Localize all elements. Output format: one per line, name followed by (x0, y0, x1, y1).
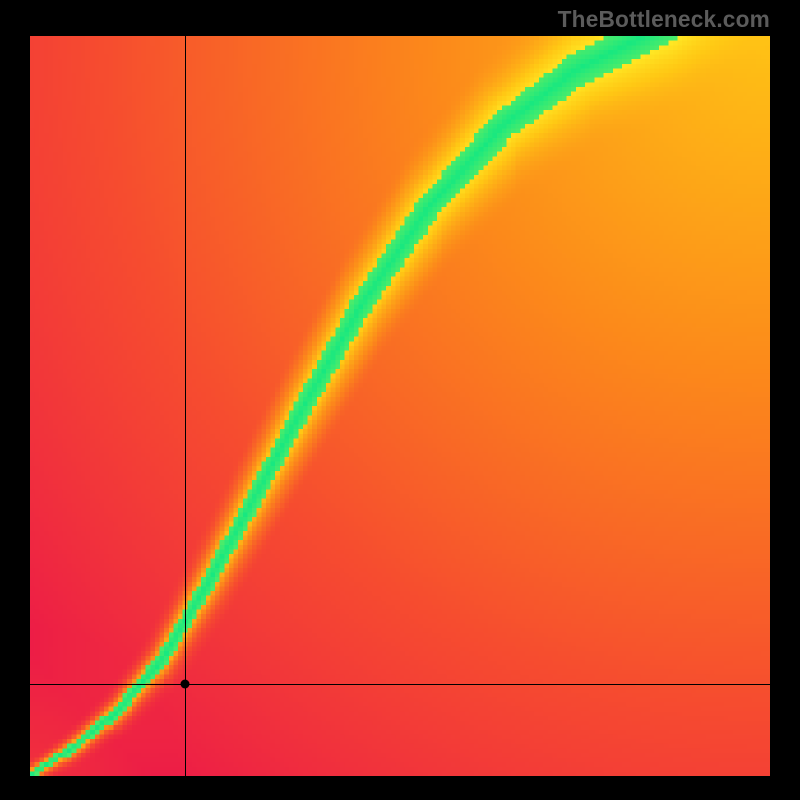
crosshair-horizontal (30, 684, 770, 685)
highlight-marker (181, 679, 190, 688)
chart-container: TheBottleneck.com (0, 0, 800, 800)
plot-area (30, 36, 770, 776)
attribution-text: TheBottleneck.com (558, 6, 770, 33)
heatmap-canvas (30, 36, 770, 776)
crosshair-vertical (185, 36, 186, 776)
